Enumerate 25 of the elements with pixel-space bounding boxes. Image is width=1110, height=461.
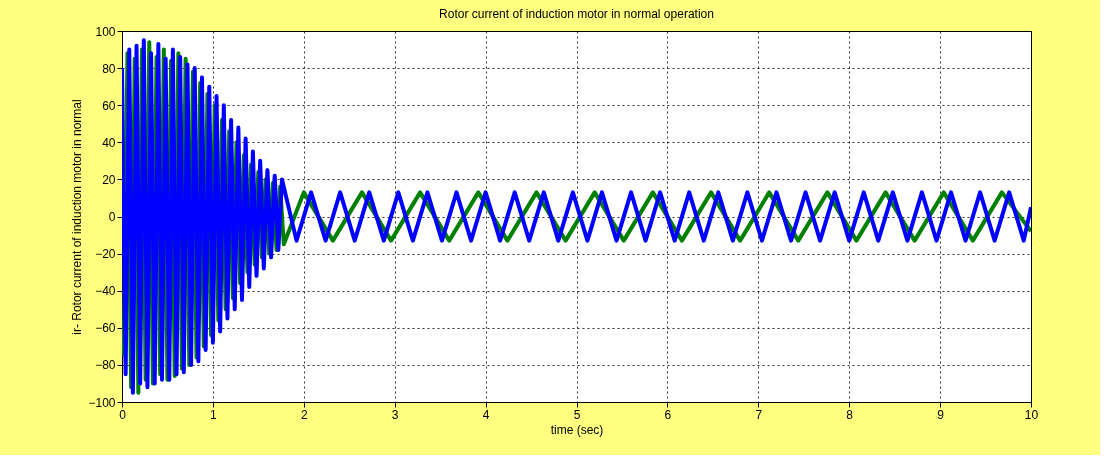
x-tick-label: 0: [119, 407, 127, 422]
x-tick-label: 8: [846, 407, 854, 422]
x-tick-label: 1: [210, 407, 218, 422]
y-tick-label: −80: [95, 358, 116, 373]
x-tick-label: 7: [755, 407, 763, 422]
x-tick-label: 9: [937, 407, 945, 422]
x-tick-label: 10: [1024, 407, 1039, 422]
y-tick-label: −100: [88, 395, 116, 410]
y-tick-label: −40: [95, 284, 116, 299]
x-tick-label: 3: [391, 407, 399, 422]
y-tick-label: 100: [95, 24, 116, 39]
y-tick-label: 20: [102, 172, 116, 187]
x-tick-label: 2: [300, 407, 308, 422]
y-tick-label: 60: [102, 98, 116, 113]
y-tick-label: −20: [95, 247, 116, 262]
x-tick-label: 4: [482, 407, 490, 422]
x-tick-label: 5: [573, 407, 581, 422]
x-axis-title: time (sec): [550, 422, 604, 437]
x-tick-label: 6: [664, 407, 672, 422]
y-tick-label: 40: [102, 135, 116, 150]
y-tick-label: 0: [108, 210, 116, 224]
y-axis-title: ir- Rotor current of induction motor in normal: [70, 99, 85, 335]
y-tick-label: 80: [102, 61, 116, 76]
chart-title: Rotor current of induction motor in normal operation: [439, 7, 714, 21]
y-tick-label: −60: [95, 321, 116, 336]
